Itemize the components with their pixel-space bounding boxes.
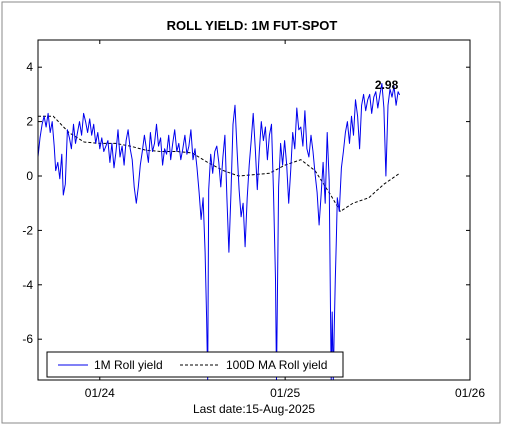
y-axis: 4 2 0 -2 -4 -6 [22,60,470,346]
y-tick-label: -2 [22,223,33,237]
y-tick-label: -6 [22,332,33,346]
y-tick-label: 0 [26,169,33,183]
y-tick-label: -4 [22,278,33,292]
legend-label-ma: 100D MA Roll yield [226,358,327,372]
roll-yield-series-line [38,83,401,380]
last-date-label: Last date:15-Aug-2025 [193,402,315,416]
x-tick-label: 01/26 [455,386,485,400]
plot-frame [37,39,471,381]
chart-title: ROLL YIELD: 1M FUT-SPOT [167,18,338,33]
legend: 1M Roll yield 100D MA Roll yield [46,351,344,378]
x-axis: 01/24 01/25 01/26 [85,40,485,400]
legend-label-roll-yield: 1M Roll yield [94,358,163,372]
y-tick-label: 2 [26,115,33,129]
plot-area [38,40,470,380]
last-value-annotation: 2.98 [375,78,399,92]
legend-box [46,351,344,378]
x-tick-label: 01/25 [270,386,300,400]
ma-series-line [38,115,400,213]
x-tick-label: 01/24 [85,386,115,400]
y-tick-label: 4 [26,60,33,74]
